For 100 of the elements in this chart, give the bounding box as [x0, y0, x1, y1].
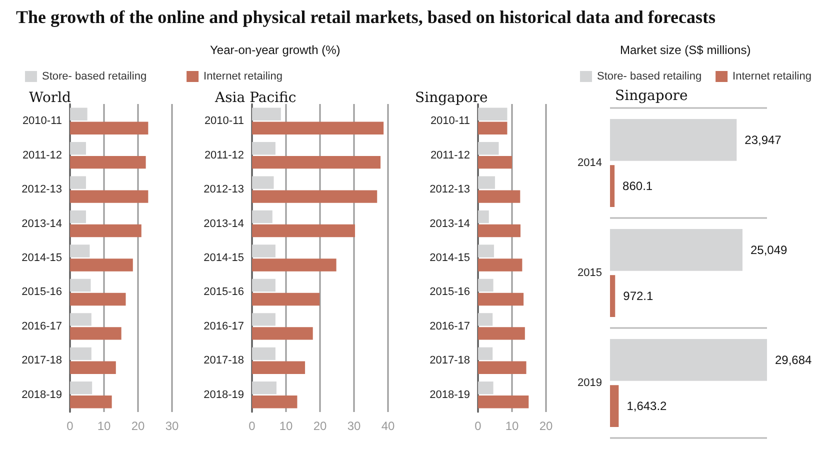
y-tick-label: 2011-12: [430, 149, 470, 162]
bar: [70, 142, 86, 155]
bar: [70, 396, 112, 408]
y-tick-label: 2013-14: [204, 218, 244, 230]
bar: [70, 382, 92, 394]
bar: [478, 382, 494, 394]
text: Market size (S$ millions): [620, 43, 751, 57]
y-tick-label: 2016-17: [22, 320, 62, 332]
x-tick-label: 10: [279, 419, 293, 433]
bar: [252, 156, 381, 169]
bar: [70, 278, 91, 292]
bar: [70, 108, 88, 120]
bar: [252, 382, 276, 394]
bar: [610, 385, 619, 427]
x-tick-label: 30: [347, 419, 361, 433]
chart-title: World: [29, 90, 72, 106]
bar: [478, 396, 529, 408]
bar: [610, 275, 616, 317]
bar: [478, 190, 520, 203]
y-tick-label: 2016-17: [430, 320, 470, 332]
y-tick-label: 2010-11: [22, 115, 62, 128]
y-tick-label: 2015: [578, 267, 602, 279]
bar: [70, 292, 126, 306]
y-tick-label: 2013-14: [430, 218, 470, 230]
chart-title: Singapore: [415, 90, 488, 106]
y-tick-label: 2012-13: [22, 184, 62, 196]
legend-label: Internet retailing: [204, 70, 282, 82]
y-tick-label: 2012-13: [204, 184, 244, 196]
bar: [478, 244, 494, 258]
y-tick-label: 2018-19: [22, 388, 62, 401]
bar: [70, 313, 92, 326]
bar: [478, 327, 525, 340]
bar: [252, 108, 281, 120]
bar: [478, 292, 524, 306]
legend-label: Store- based retailing: [597, 70, 702, 82]
bar: [70, 244, 90, 258]
x-tick-label: 20: [313, 419, 327, 433]
bar: [70, 156, 146, 169]
data-label: 1,643.2: [626, 399, 668, 414]
x-tick-label: 0: [248, 419, 256, 433]
bar: [478, 224, 520, 238]
x-tick-label: 0: [66, 419, 74, 433]
y-tick-label: 2015-16: [430, 286, 470, 298]
chart-title: Asia Pacific: [214, 90, 296, 106]
bar: [252, 396, 298, 408]
bar: [610, 119, 737, 161]
bar: [70, 176, 86, 189]
y-tick-label: 2013-14: [22, 218, 62, 230]
bar: [478, 142, 499, 155]
bar: [252, 190, 378, 203]
legend-label: Internet retailing: [732, 70, 812, 82]
y-tick-label: 2014-15: [22, 252, 62, 264]
bar: [478, 156, 512, 169]
bar: [478, 278, 494, 292]
data-label: 23,947: [744, 132, 782, 147]
y-tick-label: 2017-18: [22, 354, 62, 367]
y-tick-label: 2014-15: [430, 252, 470, 264]
x-tick-label: 10: [97, 419, 111, 433]
bar: [478, 313, 493, 326]
y-tick-label: 2010-11: [204, 115, 244, 128]
chart-title: Singapore: [615, 88, 688, 104]
bar: [252, 210, 272, 224]
bar: [478, 210, 489, 224]
x-tick-label: 40: [381, 419, 395, 433]
bar: [252, 258, 336, 272]
y-tick-label: 2015-16: [22, 286, 62, 298]
bar: [70, 122, 148, 134]
y-tick-label: 2017-18: [430, 354, 470, 367]
bar: [252, 327, 313, 340]
bar: [70, 258, 133, 272]
x-tick-label: 10: [505, 419, 519, 433]
y-tick-label: 2012-13: [430, 184, 470, 196]
bar: [70, 361, 116, 374]
bar: [70, 190, 148, 203]
bar: [252, 244, 276, 258]
y-tick-label: 2010-11: [430, 115, 470, 128]
bar: [610, 165, 615, 207]
bar: [478, 347, 493, 360]
bar: [478, 122, 508, 134]
bar: [70, 224, 142, 238]
bar: [70, 210, 86, 224]
x-tick-label: 30: [165, 419, 179, 433]
text: Year-on-year growth (%): [210, 43, 340, 57]
y-tick-label: 2017-18: [204, 354, 244, 367]
bar: [252, 361, 306, 374]
bar: [252, 292, 320, 306]
bar: [252, 278, 276, 292]
bar: [252, 224, 356, 238]
x-tick-label: 20: [539, 419, 553, 433]
data-label: 29,684: [775, 352, 812, 367]
y-tick-label: 2018-19: [430, 388, 470, 401]
x-tick-label: 20: [131, 419, 145, 433]
bar: [478, 258, 522, 272]
data-label: 25,049: [750, 242, 788, 257]
bar: [478, 361, 526, 374]
bar: [252, 122, 384, 134]
x-tick-label: 0: [474, 419, 482, 433]
y-tick-label: 2015-16: [204, 286, 244, 298]
data-label: 860.1: [622, 179, 653, 194]
bar: [610, 229, 742, 271]
